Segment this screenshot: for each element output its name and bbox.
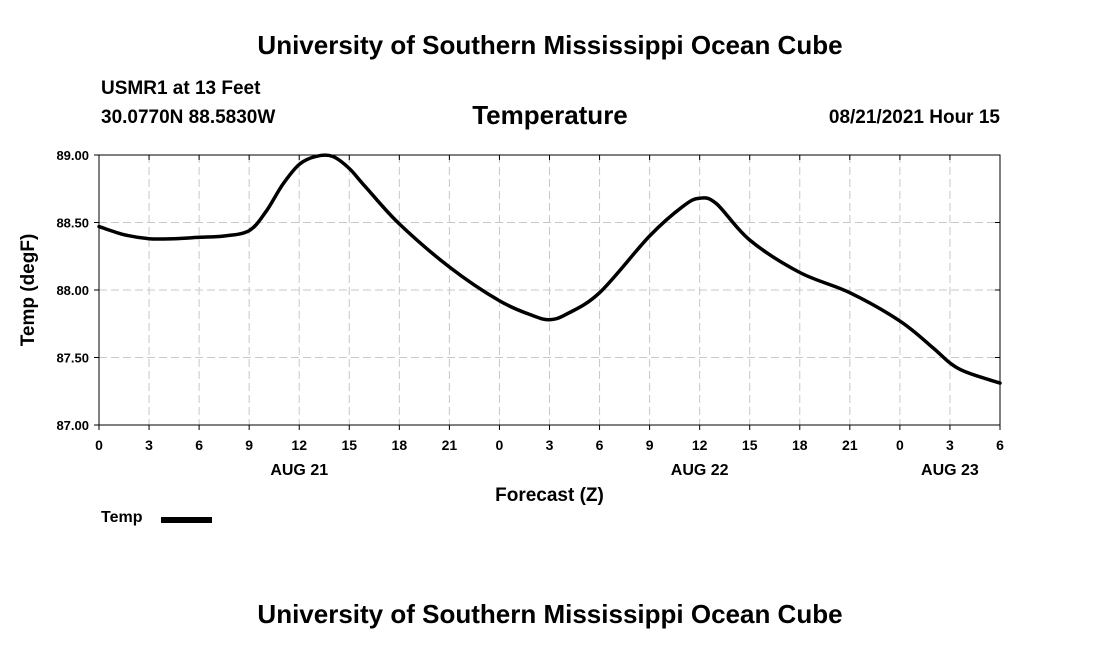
x-tick-label: 6: [596, 437, 604, 453]
x-tick-label: 6: [195, 437, 203, 453]
station-label: USMR1 at 13 Feet: [101, 78, 261, 99]
y-axis-label: Temp (degF): [18, 234, 39, 347]
x-tick-label: 3: [145, 437, 153, 453]
x-tick-label: 9: [646, 437, 654, 453]
legend-swatch: [161, 517, 212, 523]
x-tick-label: 18: [392, 437, 408, 453]
y-tick-label: 89.00: [56, 148, 89, 163]
x-axis-label: Forecast (Z): [495, 485, 604, 506]
x-tick-label: 0: [95, 437, 103, 453]
x-tick-label: 0: [496, 437, 504, 453]
coordinates-label: 30.0770N 88.5830W: [101, 107, 276, 128]
datetime-label: 08/21/2021 Hour 15: [828, 107, 1000, 128]
x-tick-label: 3: [546, 437, 554, 453]
x-tick-label: 21: [442, 437, 458, 453]
footer-title: University of Southern Mississippi Ocean…: [257, 599, 843, 629]
y-tick-label: 87.50: [56, 351, 89, 366]
chart-title: Temperature: [472, 100, 628, 130]
x-tick-label: 15: [742, 437, 758, 453]
date-label: AUG 23: [921, 462, 979, 479]
y-tick-label: 87.00: [56, 418, 89, 433]
x-tick-label: 6: [996, 437, 1004, 453]
x-tick-label: 3: [946, 437, 954, 453]
y-tick-label: 88.50: [56, 216, 89, 231]
date-label: AUG 22: [671, 462, 729, 479]
x-tick-label: 12: [692, 437, 708, 453]
x-tick-label: 0: [896, 437, 904, 453]
x-tick-label: 12: [291, 437, 307, 453]
y-tick-label: 88.00: [56, 283, 89, 298]
x-tick-label: 15: [341, 437, 357, 453]
date-label: AUG 21: [270, 462, 328, 479]
x-tick-label: 21: [842, 437, 858, 453]
series-line-temp: [97, 153, 1002, 385]
legend-label: Temp: [101, 509, 143, 526]
header-title: University of Southern Mississippi Ocean…: [257, 30, 843, 60]
x-tick-label: 18: [792, 437, 808, 453]
x-tick-label: 9: [245, 437, 253, 453]
